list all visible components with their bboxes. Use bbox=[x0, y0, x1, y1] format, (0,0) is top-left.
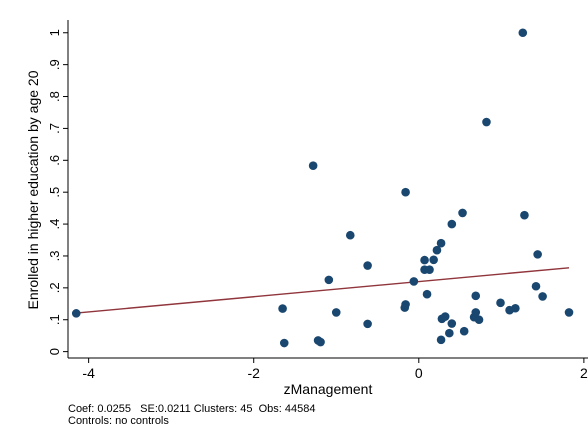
fit-line-group bbox=[76, 267, 570, 314]
y-tick-label: 0 bbox=[47, 348, 62, 355]
x-tick-label: -4 bbox=[82, 365, 95, 381]
data-point bbox=[447, 219, 457, 229]
fit-line bbox=[76, 267, 570, 314]
x-axis-ticks: -4 -2 0 2 bbox=[82, 358, 588, 381]
data-point bbox=[471, 308, 481, 317]
x-tick-label: 0 bbox=[415, 365, 423, 381]
data-point bbox=[422, 289, 432, 299]
data-point bbox=[520, 210, 529, 220]
data-point bbox=[363, 319, 372, 329]
data-point bbox=[533, 250, 542, 259]
y-tick-label: .6 bbox=[47, 155, 62, 166]
data-point bbox=[564, 308, 574, 317]
y-tick-label: .5 bbox=[47, 187, 62, 198]
data-point bbox=[458, 208, 467, 218]
data-point bbox=[432, 245, 442, 255]
data-point bbox=[308, 161, 318, 171]
data-point bbox=[496, 298, 505, 308]
data-point bbox=[324, 275, 334, 285]
data-point bbox=[511, 303, 520, 313]
data-point bbox=[278, 304, 287, 313]
data-point bbox=[482, 117, 491, 127]
data-point bbox=[436, 335, 446, 345]
data-point bbox=[429, 255, 438, 265]
data-point bbox=[71, 309, 81, 318]
y-axis-label: Enrolled in higher education by age 20 bbox=[25, 70, 41, 309]
data-point bbox=[279, 338, 289, 348]
y-tick-label: .1 bbox=[47, 314, 62, 325]
data-point bbox=[420, 255, 429, 265]
data-point bbox=[538, 292, 547, 301]
y-tick-label: .9 bbox=[47, 59, 62, 70]
data-point bbox=[409, 277, 419, 286]
y-tick-label: 1 bbox=[47, 29, 62, 36]
data-point bbox=[436, 238, 446, 248]
x-tick-label: -2 bbox=[247, 365, 260, 381]
data-point bbox=[363, 261, 372, 270]
y-tick-label: .2 bbox=[47, 282, 62, 293]
data-point bbox=[401, 300, 410, 309]
data-point bbox=[474, 315, 484, 325]
data-point bbox=[459, 326, 469, 336]
controls-note: Controls: no controls bbox=[68, 415, 169, 427]
y-tick-label: .8 bbox=[47, 91, 62, 102]
y-axis-ticks: 0 .1 .2 .3 .4 .5 .6 .7 .8 .9 1 bbox=[47, 29, 68, 355]
data-point bbox=[445, 328, 454, 338]
y-tick-label: .3 bbox=[47, 251, 62, 262]
y-tick-label: .4 bbox=[47, 219, 62, 230]
data-point bbox=[471, 291, 481, 301]
data-point bbox=[518, 28, 528, 38]
data-point bbox=[531, 281, 541, 291]
data-point bbox=[345, 230, 355, 240]
data-point bbox=[331, 308, 341, 317]
y-tick-label: .7 bbox=[47, 123, 62, 134]
x-axis-label: zManagement bbox=[284, 381, 373, 397]
data-point bbox=[401, 187, 410, 197]
x-tick-label: 2 bbox=[580, 365, 588, 381]
data-point bbox=[425, 265, 434, 274]
data-point bbox=[316, 337, 325, 347]
data-point bbox=[447, 319, 457, 328]
data-point bbox=[440, 312, 450, 321]
data-points bbox=[71, 28, 574, 348]
stats-note: Coef: 0.0255 SE:0.0211 Clusters: 45 Obs:… bbox=[68, 403, 316, 415]
